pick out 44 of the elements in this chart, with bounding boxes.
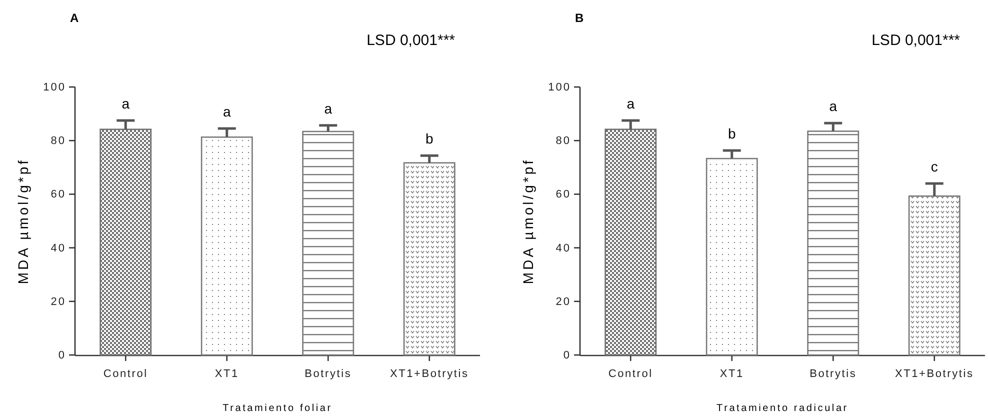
y-tick-label: 0 [58,350,66,362]
annotation: a [626,96,635,112]
x-tick-label: XT1 [214,368,239,380]
text: LSD 0,001*** [366,32,456,49]
y-tick-label: 20 [50,296,66,308]
annotation: a [829,98,838,114]
annotation: b [425,130,434,147]
y-tick-label: 80 [50,135,66,148]
x-tick-label: XT1+Botrytis [894,368,974,380]
x-tick-label: Botrytis [304,368,352,380]
y-axis-title: MDA µmol/g*pf [520,158,536,284]
bar [100,128,152,356]
y-tick-label: 60 [50,188,66,201]
chart-title: B [575,11,584,25]
y-tick-label: 100 [548,82,571,94]
y-tick-label: 80 [556,135,571,148]
y-tick-label: 100 [43,82,66,94]
x-tick-label: Control [103,368,148,380]
text: LSD 0,001*** [872,32,960,49]
x-tick-label: Control [608,368,653,380]
bar [604,128,657,356]
annotation: c [930,158,938,174]
annotation: b [728,126,736,142]
bar [706,158,758,356]
y-axis-title: MDA µmol/g*pf [15,158,31,284]
y-tick-label: 40 [50,242,66,254]
x-axis-title: Tratamiento radicular [716,403,848,414]
annotation: a [222,104,231,120]
bar [200,136,253,356]
annotation: a [324,100,332,116]
bar [403,162,456,356]
chart-title: A [70,11,79,25]
x-tick-label: XT1 [720,368,744,380]
annotation: a [122,96,130,112]
y-tick-label: 20 [556,296,571,308]
y-tick-label: 60 [556,188,571,201]
bar [302,130,354,356]
x-tick-label: XT1+Botrytis [390,368,469,380]
bar [908,195,960,356]
x-tick-label: Botrytis [810,368,857,380]
x-axis-title: Tratamiento foliar [222,403,332,414]
y-tick-label: 40 [556,242,571,254]
y-tick-label: 0 [563,350,571,362]
bar [807,130,860,356]
